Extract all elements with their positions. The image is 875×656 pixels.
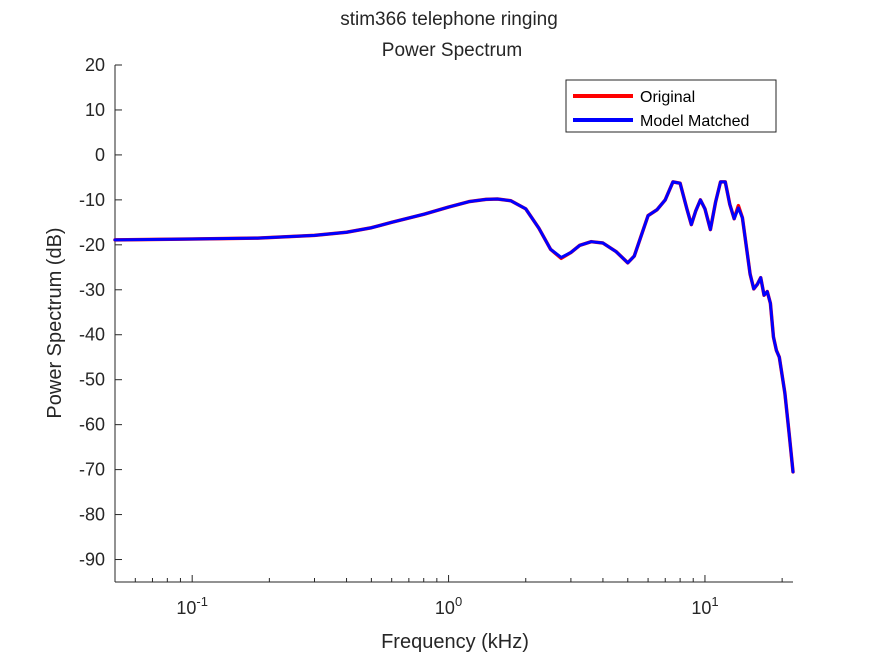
y-tick-label: 10 xyxy=(85,100,105,120)
legend-label-original: Original xyxy=(640,89,695,106)
y-tick-label: -90 xyxy=(79,550,105,570)
series-line-model-matched xyxy=(113,180,795,474)
y-tick-label: -20 xyxy=(79,235,105,255)
legend-label-model-matched: Model Matched xyxy=(640,113,749,130)
y-tick-label: -40 xyxy=(79,325,105,345)
x-tick-label: 100 xyxy=(435,594,462,618)
y-tick-label: 20 xyxy=(85,55,105,75)
y-tick-label: -80 xyxy=(79,505,105,525)
x-axis: 10-1 100 101 xyxy=(114,575,793,618)
y-axis: 20 10 0 -10 -20 -30 -40 -50 -60 -70 -80 -90 xyxy=(79,55,122,582)
x-axis-label: Frequency (kHz) xyxy=(381,631,529,653)
y-tick-label: 0 xyxy=(95,145,105,165)
legend-box xyxy=(565,79,777,133)
y-tick-label: -30 xyxy=(79,280,105,300)
y-tick-label: -10 xyxy=(79,190,105,210)
series-layer xyxy=(113,180,795,474)
chart-subtitle: Power Spectrum xyxy=(382,40,522,61)
y-tick-label: -50 xyxy=(79,370,105,390)
x-tick-label: 101 xyxy=(691,594,718,618)
y-axis-label: Power Spectrum (dB) xyxy=(44,227,66,418)
y-tick-label: -70 xyxy=(79,460,105,480)
chart-title: stim366 telephone ringing xyxy=(340,9,558,30)
x-tick-label: 10-1 xyxy=(176,594,208,618)
legend: Original Model Matched xyxy=(565,79,777,133)
y-tick-label: -60 xyxy=(79,415,105,435)
